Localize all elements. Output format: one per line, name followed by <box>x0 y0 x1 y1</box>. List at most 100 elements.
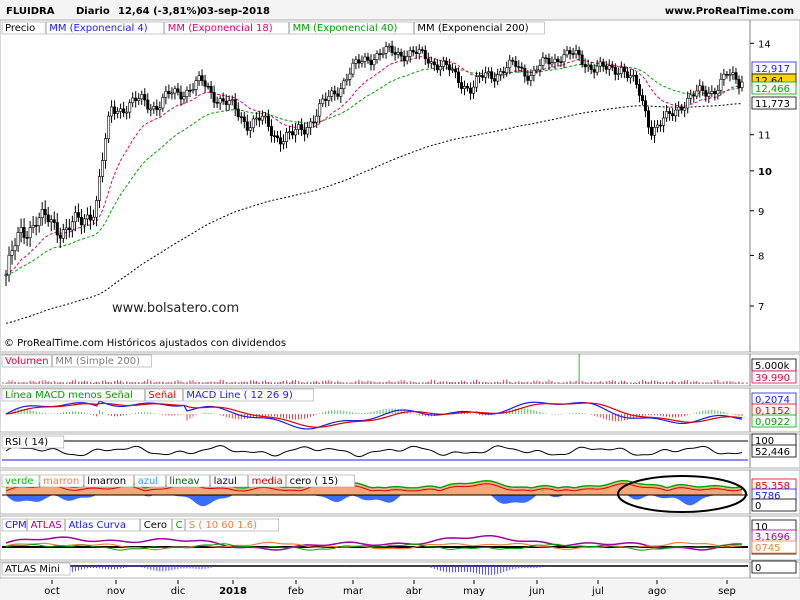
candle <box>324 92 328 108</box>
candle <box>158 101 162 117</box>
candle <box>167 84 171 99</box>
candle <box>110 100 114 123</box>
candle <box>547 53 551 70</box>
candle <box>472 80 476 99</box>
candle <box>408 46 412 63</box>
candle <box>716 84 720 100</box>
candle <box>107 111 111 143</box>
cpm-legend-item: CPM <box>5 520 27 531</box>
candle <box>713 87 717 101</box>
header-date: 03-sep-2018 <box>200 6 270 17</box>
candle <box>695 84 699 100</box>
candle <box>37 212 41 233</box>
candle <box>523 64 527 83</box>
candle <box>185 86 189 103</box>
svg-text:0,0922: 0,0922 <box>755 417 790 428</box>
atlas-legend-item: ATLAS Mini <box>5 564 60 575</box>
lines-legend-item: marron <box>43 476 79 487</box>
candle <box>354 56 358 70</box>
svg-text:85,358: 85,358 <box>755 481 790 492</box>
candle <box>731 66 735 81</box>
lines-legend-item: lazul <box>214 476 237 487</box>
x-tick-label: sep <box>718 586 736 597</box>
price-legend-item: MM (Exponencial 200) <box>417 23 528 34</box>
candle <box>291 124 295 139</box>
candle <box>447 58 451 77</box>
candle <box>149 104 153 117</box>
x-tick-label: ago <box>648 586 667 597</box>
macd-panel[interactable] <box>5 400 743 430</box>
candle <box>466 83 470 92</box>
cpm-legend-item: Cero <box>144 520 167 531</box>
candle <box>517 60 521 73</box>
candle <box>541 52 545 70</box>
candle <box>224 94 228 112</box>
candle <box>598 56 602 73</box>
candle <box>414 46 418 59</box>
candle <box>429 56 433 69</box>
lines-legend-item: verde <box>5 476 34 487</box>
candle <box>571 47 575 59</box>
x-tick-label: jun <box>528 586 544 597</box>
candle <box>656 120 660 133</box>
candle <box>520 62 524 72</box>
candle <box>67 218 71 238</box>
candle <box>496 68 500 86</box>
cpm-atlas <box>5 534 743 551</box>
candle <box>396 47 400 59</box>
legends: Precio MM (Exponencial 4) MM (Exponencial … <box>1 21 545 576</box>
candle <box>76 203 80 222</box>
candle <box>164 86 168 105</box>
price-legend-box <box>289 21 414 35</box>
candle <box>592 64 596 79</box>
candle <box>634 72 638 89</box>
candle <box>339 82 343 103</box>
candle <box>212 85 216 109</box>
candle <box>725 71 729 79</box>
candle <box>384 41 388 59</box>
x-tick-label: nov <box>107 586 125 597</box>
candle <box>315 109 319 128</box>
price-legend-item: MM (Exponencial 18) <box>168 23 273 34</box>
candle <box>631 69 635 82</box>
lines-legend-box <box>39 474 84 488</box>
candle <box>25 230 29 247</box>
candle <box>98 168 102 209</box>
candle <box>46 206 50 227</box>
candle <box>435 59 439 73</box>
price-legend-item: Precio <box>5 23 35 34</box>
candle <box>619 61 623 78</box>
candle <box>58 227 62 248</box>
x-tick-label: dic <box>171 586 186 597</box>
x-tick-label: 2018 <box>219 586 247 597</box>
candle <box>393 46 397 61</box>
svg-text:0745: 0745 <box>755 543 780 554</box>
candle <box>257 110 261 127</box>
lines-legend-box <box>166 474 210 488</box>
rsi-panel[interactable] <box>2 440 748 461</box>
candle <box>565 46 569 58</box>
candle <box>116 107 120 119</box>
candle <box>360 55 364 68</box>
candle <box>444 57 448 70</box>
candle <box>179 85 183 106</box>
price-legend-box <box>1 21 46 35</box>
volume-panel[interactable] <box>2 354 748 384</box>
candle <box>19 218 23 243</box>
footnote: © ProRealTime.com Históricos ajustados c… <box>4 337 286 349</box>
candle <box>230 95 234 106</box>
cpm-panel[interactable] <box>2 534 748 551</box>
candle <box>375 50 379 64</box>
candle <box>390 40 394 57</box>
price-panel[interactable] <box>4 40 744 324</box>
candle <box>698 79 702 98</box>
candle <box>577 46 581 61</box>
rsi-legend-item: RSI ( 14) <box>5 437 48 448</box>
candle <box>559 56 563 67</box>
candle <box>562 48 566 68</box>
candle <box>411 46 415 57</box>
macd-legend-item: MACD Line ( 12 26 9) <box>186 390 292 401</box>
candle <box>34 216 38 236</box>
